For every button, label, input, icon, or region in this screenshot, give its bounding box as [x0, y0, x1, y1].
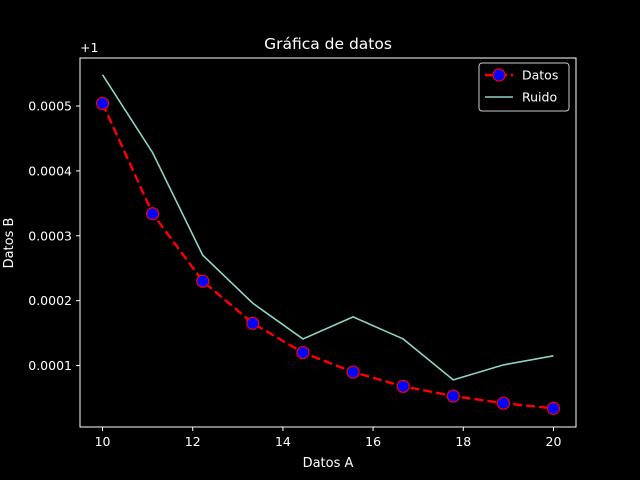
plot-frame — [79, 57, 577, 428]
data-point — [546, 401, 561, 415]
data-point — [346, 365, 360, 379]
y-tick-label: 0.0002 — [28, 293, 72, 308]
legend-label-ruido: Ruido — [522, 90, 557, 105]
y-offset-label: +1 — [80, 40, 98, 55]
data-point — [496, 396, 510, 410]
x-tick-label: 12 — [185, 434, 201, 449]
y-tick-label: 0.0005 — [28, 99, 72, 114]
axes-layer: 10 12 14 16 18 20 0.0001 0.0002 0.0003 0.0004 0.00… — [28, 57, 577, 449]
x-tick-label: 14 — [275, 434, 291, 449]
data-point — [246, 316, 260, 330]
legend-marker — [492, 68, 506, 82]
x-axis-label: Datos A — [303, 456, 354, 471]
x-tick-label: 20 — [546, 434, 562, 449]
x-tick-label: 16 — [365, 434, 381, 449]
legend: Datos Ruido — [478, 62, 570, 112]
y-tick-label: 0.0004 — [28, 163, 72, 178]
x-tick-label: 18 — [455, 434, 471, 449]
data-point — [446, 389, 460, 403]
y-tick-label: 0.0003 — [28, 228, 72, 243]
series-line-ruido — [101, 74, 554, 381]
y-axis-label: Datos B — [2, 218, 17, 269]
series-layer — [95, 74, 561, 415]
x-tick-label: 10 — [95, 434, 111, 449]
data-point — [95, 96, 110, 111]
data-point — [146, 207, 160, 221]
chart-title: Gráfica de datos — [264, 35, 392, 53]
data-point — [196, 274, 210, 288]
data-point — [396, 379, 410, 393]
y-tick-label: 0.0001 — [28, 358, 72, 373]
series-line-datos — [101, 102, 554, 410]
legend-label-datos: Datos — [522, 68, 558, 83]
data-point — [296, 345, 310, 360]
